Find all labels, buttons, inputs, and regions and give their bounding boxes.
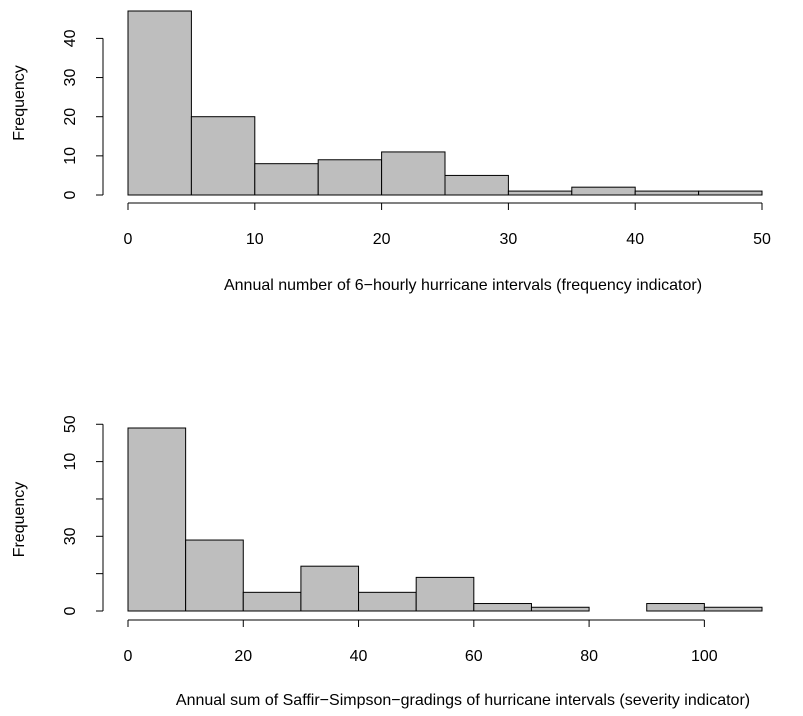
- severity-histogram-bar: [473, 603, 532, 612]
- severity-histogram-bars: [127, 427, 763, 612]
- severity-histogram-y-axis: 0 30 10 50: [62, 415, 104, 615]
- frequency-histogram-y-tick-label: 40: [62, 29, 79, 47]
- frequency-histogram-bar: [571, 186, 636, 196]
- severity-histogram-y-axis-label: Frequency: [11, 482, 28, 558]
- severity-histogram-bar: [185, 539, 244, 612]
- severity-histogram-y-tick-label: 10: [62, 453, 79, 471]
- frequency-histogram-y-tick-label: 0: [62, 190, 79, 199]
- severity-histogram-bar: [242, 591, 302, 612]
- severity-histogram-bar: [703, 606, 763, 612]
- frequency-histogram-x-tick-label: 10: [246, 231, 264, 248]
- frequency-histogram-bar: [127, 10, 192, 196]
- frequency-histogram-y-tick-label: 30: [62, 69, 79, 87]
- severity-histogram-bar: [127, 427, 187, 612]
- severity-histogram-bar: [530, 606, 590, 612]
- frequency-histogram-bars: [127, 10, 763, 196]
- severity-histogram-bar: [415, 576, 475, 612]
- severity-histogram-y-tick-label: 0: [62, 606, 79, 615]
- frequency-histogram: 0 10 20 30 40 0 10 20 30 40 50 Frequency Annual n…: [11, 10, 771, 294]
- frequency-histogram-x-axis-label: Annual number of 6−hourly hurricane inte…: [224, 277, 702, 294]
- severity-histogram-y-tick-label: 30: [62, 527, 79, 545]
- severity-histogram-bar: [646, 603, 705, 612]
- frequency-histogram-bar: [507, 190, 573, 196]
- frequency-histogram-bar: [444, 174, 509, 196]
- frequency-histogram-x-tick-label: 20: [373, 231, 391, 248]
- frequency-histogram-y-tick-label: 10: [62, 147, 79, 165]
- frequency-histogram-bar: [698, 190, 763, 196]
- severity-histogram-y-tick-label: 50: [62, 415, 79, 433]
- frequency-histogram-bar: [381, 151, 446, 196]
- frequency-histogram-y-tick-label: 20: [62, 108, 79, 126]
- severity-histogram-x-tick-label: 80: [580, 648, 598, 665]
- severity-histogram-x-tick-label: 100: [691, 648, 718, 665]
- frequency-histogram-y-axis: 0 10 20 30 40: [62, 29, 104, 199]
- frequency-histogram-y-axis-label: Frequency: [11, 65, 28, 141]
- frequency-histogram-x-axis: 0 10 20 30 40 50: [124, 202, 771, 248]
- frequency-histogram-bar: [634, 190, 700, 196]
- severity-histogram-x-axis-label: Annual sum of Saffir−Simpson−gradings of…: [176, 692, 750, 709]
- frequency-histogram-bar: [317, 159, 383, 196]
- frequency-histogram-x-tick-label: 0: [124, 231, 133, 248]
- severity-histogram-x-tick-label: 40: [350, 648, 368, 665]
- severity-histogram-x-tick-label: 20: [234, 648, 252, 665]
- severity-histogram-x-tick-label: 0: [124, 648, 133, 665]
- severity-histogram-x-axis: 0 20 40 60 80 100: [124, 619, 718, 665]
- frequency-histogram-bar: [190, 116, 256, 196]
- severity-histogram-x-tick-label: 60: [465, 648, 483, 665]
- frequency-histogram-x-tick-label: 40: [626, 231, 644, 248]
- severity-histogram-bar: [300, 565, 360, 612]
- severity-histogram-bar: [358, 591, 417, 612]
- severity-histogram: 0 30 10 50 0 20 40 60 80 100 Frequency Annual su…: [11, 415, 763, 709]
- frequency-histogram-x-tick-label: 50: [753, 231, 771, 248]
- frequency-histogram-bar: [254, 163, 319, 196]
- frequency-histogram-x-tick-label: 30: [500, 231, 518, 248]
